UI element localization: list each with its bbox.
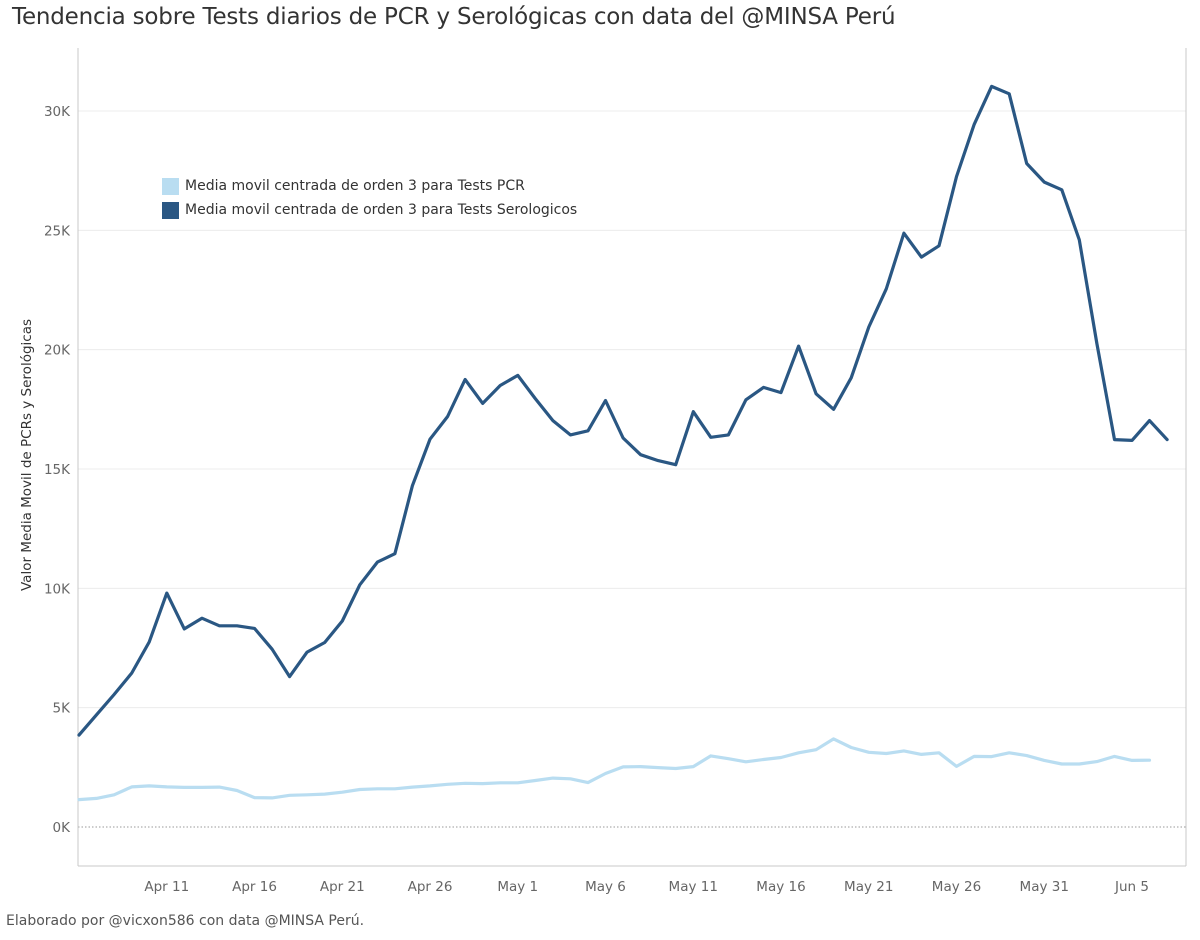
legend-swatch-pcr xyxy=(162,177,179,195)
x-tick-labels: Apr 11 Apr 16 Apr 21 Apr 26 May 1 May 6 May 11… xyxy=(144,879,1149,895)
x-tick-label: May 21 xyxy=(844,879,893,895)
y-tick-label: 15K xyxy=(44,462,71,478)
legend-label-serologicos: Media movil centrada de orden 3 para Tes… xyxy=(185,202,578,218)
legend-item-pcr: Media movil centrada de orden 3 para Tes… xyxy=(162,174,577,198)
y-tick-label: 5K xyxy=(53,701,72,717)
x-tick-label: May 26 xyxy=(932,879,981,895)
legend-item-serologicos: Media movil centrada de orden 3 para Tes… xyxy=(162,198,577,222)
y-tick-label: 0K xyxy=(53,820,72,836)
x-tick-label: May 6 xyxy=(585,879,626,895)
x-tick-label: Apr 11 xyxy=(144,879,189,895)
x-tick-label: May 16 xyxy=(756,879,805,895)
gridlines xyxy=(78,110,1186,828)
legend-label-pcr: Media movil centrada de orden 3 para Tes… xyxy=(185,178,525,194)
x-tick-label: May 11 xyxy=(669,879,718,895)
y-tick-label: 10K xyxy=(44,581,71,597)
footer-credit: Elaborado por @vicxon586 con data @MINSA… xyxy=(6,913,365,929)
axes xyxy=(77,48,1187,867)
x-tick-label: Apr 26 xyxy=(408,879,453,895)
y-tick-label: 20K xyxy=(44,343,71,359)
y-axis-label: Valor Media Movil de PCRs y Serológicas xyxy=(19,319,35,591)
legend: Media movil centrada de orden 3 para Tes… xyxy=(162,174,577,222)
series-line-serologicos xyxy=(77,84,1169,737)
x-tick-label: May 1 xyxy=(497,879,538,895)
x-tick-label: Jun 5 xyxy=(1114,879,1149,895)
y-tick-label: 30K xyxy=(44,104,71,120)
series-lines xyxy=(77,84,1169,802)
y-tick-label: 25K xyxy=(44,223,71,239)
x-tick-label: Apr 21 xyxy=(320,879,365,895)
chart-title: Tendencia sobre Tests diarios de PCR y S… xyxy=(12,4,896,30)
legend-swatch-serologicos xyxy=(162,201,179,219)
x-tick-label: May 31 xyxy=(1020,879,1069,895)
series-line-pcr xyxy=(77,737,1152,802)
y-tick-labels: 0K 5K 10K 15K 20K 25K 30K xyxy=(44,104,71,836)
x-tick-label: Apr 16 xyxy=(232,879,277,895)
